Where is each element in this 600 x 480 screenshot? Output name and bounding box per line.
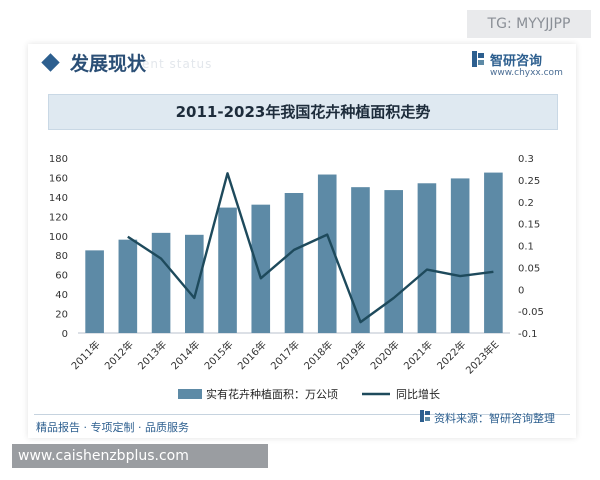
x-tick-label: 2012年 bbox=[102, 338, 136, 372]
y-left-tick-label: 60 bbox=[55, 271, 68, 282]
y-right-tick-label: -0.1 bbox=[518, 329, 538, 340]
x-tick-label: 2019年 bbox=[334, 338, 368, 372]
x-tick-label: 2021年 bbox=[401, 338, 435, 372]
x-tick-label: 2022年 bbox=[434, 338, 468, 372]
legend-bar-label: 实有花卉种植面积：万公顷 bbox=[206, 387, 338, 401]
footer-slogan: 精品报告 · 专项定制 · 品质服务 bbox=[36, 421, 189, 434]
bar bbox=[251, 204, 271, 333]
y-right-tick-label: 0.25 bbox=[518, 176, 540, 187]
y-left-tick-label: 180 bbox=[49, 154, 68, 165]
x-tick-label: 2014年 bbox=[168, 338, 202, 372]
bar bbox=[417, 183, 437, 333]
x-tick-label: 2015年 bbox=[201, 338, 235, 372]
chart-title: 2011-2023年我国花卉种植面积走势 bbox=[175, 103, 431, 121]
bar bbox=[218, 207, 237, 333]
x-tick-label: 2020年 bbox=[368, 338, 402, 372]
bar bbox=[317, 174, 337, 333]
y-left-tick-label: 80 bbox=[55, 251, 68, 262]
y-right-tick-label: 0 bbox=[518, 285, 524, 296]
y-left-tick-label: 20 bbox=[55, 310, 68, 321]
bar bbox=[151, 232, 171, 333]
bar bbox=[484, 172, 503, 333]
y-left-tick-label: 140 bbox=[49, 193, 68, 204]
y-right-tick-label: 0.15 bbox=[518, 220, 540, 231]
watermark-tag: TG: MYYJJPP bbox=[467, 10, 591, 38]
footer-divider bbox=[34, 414, 570, 415]
legend-bar-swatch bbox=[178, 389, 202, 399]
growth-line bbox=[127, 172, 494, 324]
y-left-tick-label: 100 bbox=[49, 232, 68, 243]
y-right-tick-label: 0.05 bbox=[518, 263, 540, 274]
bar bbox=[118, 239, 138, 333]
brand-name: 智研咨询 bbox=[490, 54, 543, 69]
bar bbox=[450, 178, 470, 333]
section-title: 发展现状 bbox=[70, 53, 147, 75]
y-right-tick-label: 0.1 bbox=[518, 242, 534, 253]
y-right-tick-label: 0.3 bbox=[518, 154, 534, 165]
y-left-tick-label: 0 bbox=[62, 329, 68, 340]
bar bbox=[85, 250, 104, 333]
x-tick-label: 2016年 bbox=[235, 338, 269, 372]
source-logo-icon bbox=[420, 410, 430, 422]
y-right-tick-label: 0.2 bbox=[518, 198, 534, 209]
y-right-tick-label: -0.05 bbox=[518, 307, 544, 318]
y-left-tick-label: 40 bbox=[55, 290, 68, 301]
x-tick-label: 2011年 bbox=[68, 338, 102, 372]
bar bbox=[351, 187, 370, 333]
section-subtitle: ent status bbox=[142, 57, 213, 71]
brand-logo-icon bbox=[472, 51, 484, 67]
site-url-banner[interactable]: www.caishenzbplus.com bbox=[12, 444, 268, 468]
y-left-tick-label: 120 bbox=[49, 212, 68, 223]
x-tick-label: 2017年 bbox=[268, 338, 302, 372]
bar bbox=[384, 190, 403, 333]
data-source: 资料来源：智研咨询整理 bbox=[434, 412, 555, 425]
x-tick-label: 2018年 bbox=[301, 338, 335, 372]
bar bbox=[185, 234, 204, 333]
brand-url[interactable]: www.chyxx.com bbox=[490, 68, 563, 78]
bar bbox=[284, 193, 304, 333]
y-left-tick-label: 160 bbox=[49, 173, 68, 184]
legend-line-label: 同比增长 bbox=[396, 387, 440, 401]
x-tick-label: 2013年 bbox=[135, 338, 169, 372]
combo-chart: 0 20 40 60 80 100 120 140 160 180 -0.1 -0.05 0 0.05 0.… bbox=[49, 154, 544, 401]
x-tick-label: 2023年E bbox=[463, 338, 502, 377]
chart-title-banner bbox=[48, 94, 558, 130]
